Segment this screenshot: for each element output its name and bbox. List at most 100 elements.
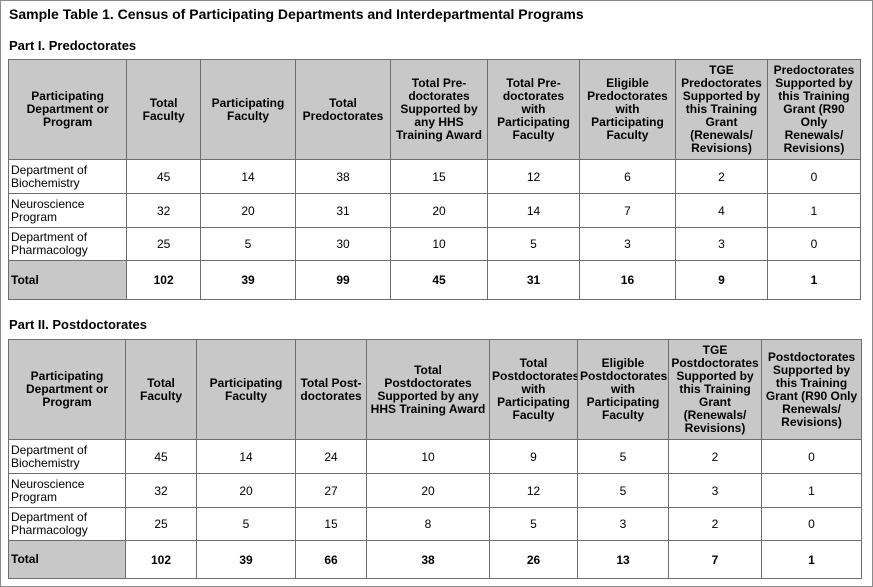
table-cell: 8 [366, 507, 490, 541]
row-label: Total [7, 260, 128, 300]
column-header: Postdoctorates Supported by this Trainin… [761, 339, 862, 440]
column-header: Participating Department or Program [7, 59, 128, 160]
column-header: TGE Postdoctorates Supported by this Tra… [668, 339, 762, 440]
table-cell: 26 [489, 540, 578, 579]
table-cell: 2 [668, 507, 762, 541]
table-cell: 14 [487, 193, 580, 228]
table-cell: 3 [674, 227, 768, 261]
table-cell: 45 [125, 439, 197, 474]
table-cell: 12 [489, 473, 578, 508]
table-cell: 14 [196, 439, 296, 474]
column-header: Participating Faculty [200, 59, 296, 160]
table-cell: 1 [766, 193, 862, 228]
total-row: Total 102 39 66 38 26 13 7 1 [8, 540, 862, 579]
table-cell: 4 [674, 193, 768, 228]
column-header: Total Pre-doctorates Supported by any HH… [389, 59, 489, 160]
table-cell: 0 [766, 227, 862, 261]
table-cell: 31 [295, 193, 391, 228]
table-header-row: Participating Department or Program Tota… [7, 59, 862, 160]
row-label: Department of Biochemistry [8, 439, 126, 474]
table-cell: 102 [126, 260, 201, 300]
table-row: Department of Pharmacology 25 5 15 8 5 3… [8, 507, 862, 541]
table-cell: 20 [196, 473, 296, 508]
table-cell: 39 [196, 540, 296, 579]
table-cell: 32 [125, 473, 197, 508]
table-row: Department of Biochemistry 45 14 24 10 9… [8, 439, 862, 474]
row-label: Department of Pharmacology [8, 507, 126, 541]
table-cell: 3 [577, 507, 669, 541]
table-cell: 10 [366, 439, 490, 474]
column-header: Total Faculty [125, 339, 197, 440]
column-header: Participating Department or Program [8, 339, 126, 440]
table-cell: 2 [668, 439, 762, 474]
table-cell: 10 [389, 227, 489, 261]
table-cell: 12 [487, 159, 580, 194]
table-cell: 25 [126, 227, 201, 261]
table-cell: 45 [389, 260, 489, 300]
table-cell: 9 [674, 260, 768, 300]
table-row: Neuroscience Program 32 20 31 20 14 7 4 … [7, 193, 862, 228]
table-cell: 24 [295, 439, 367, 474]
table-cell: 1 [761, 473, 862, 508]
predoctorates-table: Participating Department or Program Tota… [7, 59, 862, 300]
column-header: Total Pre-doctorates with Participating … [487, 59, 580, 160]
document-title: Sample Table 1. Census of Participating … [9, 6, 584, 22]
table-cell: 5 [577, 473, 669, 508]
table-cell: 31 [487, 260, 580, 300]
postdoctorates-table: Participating Department or Program Tota… [8, 339, 862, 579]
table-cell: 20 [389, 193, 489, 228]
column-header: Eligible Postdoctorates with Participati… [577, 339, 669, 440]
table-cell: 38 [295, 159, 391, 194]
table-cell: 30 [295, 227, 391, 261]
table-cell: 16 [578, 260, 676, 300]
row-label: Neuroscience Program [7, 193, 128, 228]
table-cell: 6 [578, 159, 676, 194]
table-cell: 39 [200, 260, 296, 300]
table-row: Department of Pharmacology 25 5 30 10 5 … [7, 227, 862, 261]
table-cell: 20 [366, 473, 490, 508]
table-cell: 5 [487, 227, 580, 261]
table-cell: 3 [578, 227, 676, 261]
table-cell: 1 [761, 540, 862, 579]
total-row: Total 102 39 99 45 31 16 9 1 [7, 260, 862, 300]
table-cell: 5 [577, 439, 669, 474]
column-header: Total Faculty [126, 59, 201, 160]
part2-heading: Part II. Postdoctorates [9, 317, 147, 332]
table-cell: 3 [668, 473, 762, 508]
table-cell: 20 [200, 193, 296, 228]
table-cell: 5 [489, 507, 578, 541]
row-label: Department of Biochemistry [7, 159, 128, 194]
table-cell: 102 [125, 540, 197, 579]
table-cell: 25 [125, 507, 197, 541]
column-header: Total Postdoctorates with Participating … [489, 339, 578, 440]
table-header-row: Participating Department or Program Tota… [8, 339, 862, 440]
table-cell: 1 [766, 260, 862, 300]
table-cell: 14 [200, 159, 296, 194]
table-row: Neuroscience Program 32 20 27 20 12 5 3 … [8, 473, 862, 508]
part1-heading: Part I. Predoctorates [9, 38, 137, 53]
table-cell: 7 [668, 540, 762, 579]
table-cell: 13 [577, 540, 669, 579]
column-header: Participating Faculty [196, 339, 296, 440]
table-cell: 0 [761, 439, 862, 474]
row-label: Neuroscience Program [8, 473, 126, 508]
table-cell: 99 [295, 260, 391, 300]
column-header: Eligible Predoctorates with Participatin… [578, 59, 676, 160]
table-cell: 7 [578, 193, 676, 228]
row-label: Total [8, 540, 126, 579]
column-header: Predoctorates Supported by this Training… [766, 59, 862, 160]
table-cell: 15 [389, 159, 489, 194]
table-cell: 32 [126, 193, 201, 228]
table-cell: 5 [200, 227, 296, 261]
column-header: TGE Predoctorates Supported by this Trai… [674, 59, 768, 160]
table-cell: 5 [196, 507, 296, 541]
table-cell: 0 [761, 507, 862, 541]
table-cell: 9 [489, 439, 578, 474]
table-cell: 15 [295, 507, 367, 541]
table-cell: 66 [295, 540, 367, 579]
table-cell: 27 [295, 473, 367, 508]
table-cell: 2 [674, 159, 768, 194]
table-cell: 38 [366, 540, 490, 579]
column-header: Total Postdoctorates Supported by any HH… [366, 339, 490, 440]
table-row: Department of Biochemistry 45 14 38 15 1… [7, 159, 862, 194]
